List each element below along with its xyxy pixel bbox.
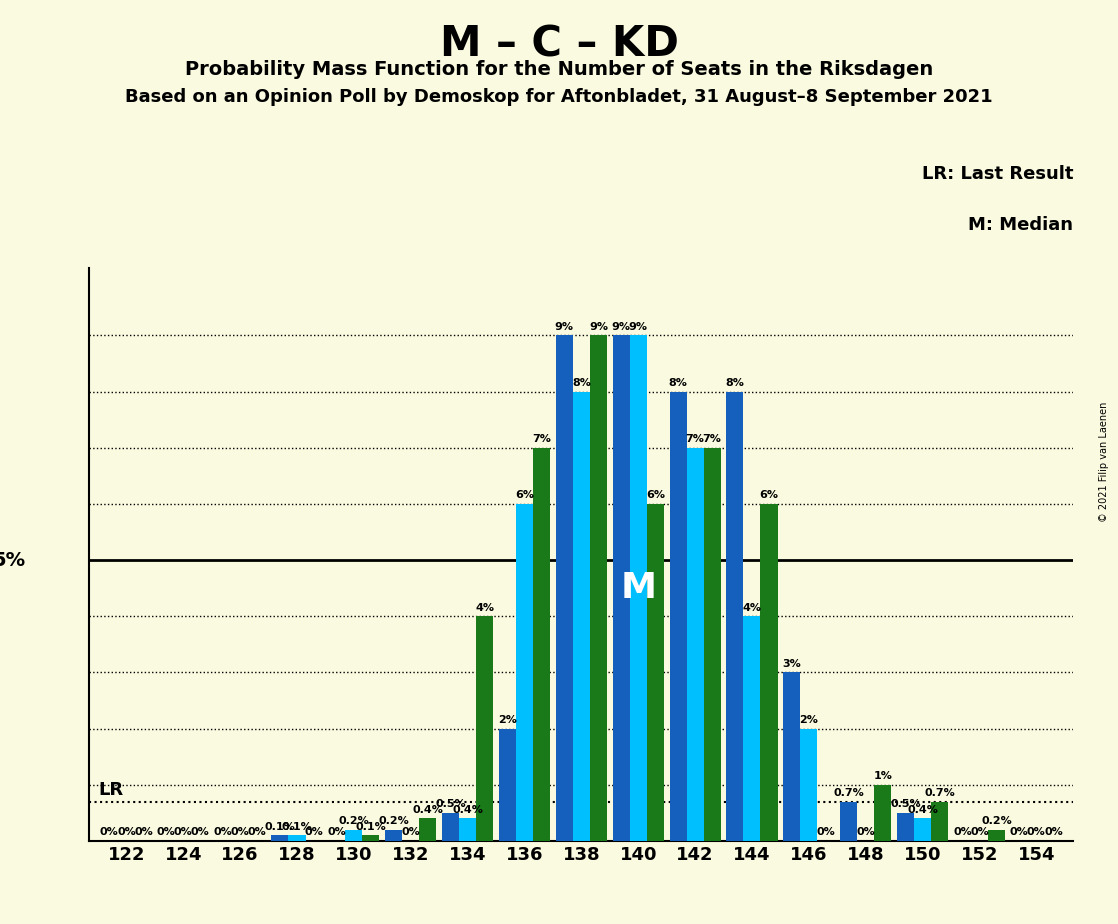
Text: Based on an Opinion Poll by Demoskop for Aftonbladet, 31 August–8 September 2021: Based on an Opinion Poll by Demoskop for… (125, 88, 993, 105)
Bar (533, 448, 550, 841)
Text: 0.5%: 0.5% (890, 799, 921, 809)
Text: 0%: 0% (248, 828, 266, 837)
Text: 0.1%: 0.1% (356, 821, 387, 832)
Text: 0.7%: 0.7% (833, 788, 864, 798)
Text: M – C – KD: M – C – KD (439, 23, 679, 65)
Bar (988, 830, 1005, 841)
Bar (517, 504, 533, 841)
Bar (272, 835, 288, 841)
Text: 0.4%: 0.4% (452, 805, 483, 815)
Text: 0.4%: 0.4% (413, 805, 443, 815)
Text: 7%: 7% (685, 434, 704, 444)
Text: 0.4%: 0.4% (907, 805, 938, 815)
Bar (727, 392, 743, 841)
Text: 0.5%: 0.5% (435, 799, 466, 809)
Text: 0%: 0% (191, 828, 210, 837)
Text: 7%: 7% (532, 434, 551, 444)
Bar (556, 335, 572, 841)
Bar (345, 830, 362, 841)
Text: 0%: 0% (1010, 828, 1029, 837)
Text: 0.2%: 0.2% (339, 816, 369, 826)
Text: M: Median: M: Median (968, 216, 1073, 235)
Text: Probability Mass Function for the Number of Seats in the Riksdagen: Probability Mass Function for the Number… (184, 60, 934, 79)
Bar (419, 819, 436, 841)
Bar (386, 830, 402, 841)
Bar (362, 835, 379, 841)
Text: 1%: 1% (873, 772, 892, 782)
Text: 0%: 0% (328, 828, 347, 837)
Text: 4%: 4% (475, 602, 494, 613)
Text: 8%: 8% (572, 378, 590, 388)
Text: 7%: 7% (703, 434, 721, 444)
Bar (897, 813, 915, 841)
Text: 0%: 0% (230, 828, 249, 837)
Text: © 2021 Filip van Laenen: © 2021 Filip van Laenen (1099, 402, 1109, 522)
Text: M: M (620, 571, 656, 605)
Text: 6%: 6% (646, 491, 665, 501)
Text: 9%: 9% (612, 322, 631, 332)
Text: 0%: 0% (100, 828, 119, 837)
Text: 0%: 0% (134, 828, 153, 837)
Bar (915, 819, 931, 841)
Text: 0%: 0% (1044, 828, 1063, 837)
Bar (743, 616, 760, 841)
Text: 0.2%: 0.2% (378, 816, 409, 826)
Bar (476, 616, 493, 841)
Text: 0%: 0% (305, 828, 323, 837)
Bar (874, 784, 891, 841)
Text: 5%: 5% (0, 551, 26, 569)
Text: 6%: 6% (759, 491, 778, 501)
Text: 3%: 3% (783, 659, 802, 669)
Bar (613, 335, 629, 841)
Bar (686, 448, 703, 841)
Text: 8%: 8% (669, 378, 688, 388)
Text: 0%: 0% (117, 828, 135, 837)
Text: 0%: 0% (970, 828, 988, 837)
Text: 0%: 0% (856, 828, 875, 837)
Text: 0%: 0% (816, 828, 835, 837)
Bar (670, 392, 686, 841)
Text: 0%: 0% (1027, 828, 1045, 837)
Bar (629, 335, 646, 841)
Text: 0%: 0% (157, 828, 176, 837)
Bar (840, 801, 858, 841)
Text: 9%: 9% (555, 322, 574, 332)
Text: 0%: 0% (174, 828, 192, 837)
Bar (459, 819, 476, 841)
Bar (572, 392, 590, 841)
Bar (499, 728, 517, 841)
Text: 8%: 8% (726, 378, 745, 388)
Text: 2%: 2% (498, 715, 517, 725)
Text: 2%: 2% (799, 715, 818, 725)
Text: 6%: 6% (515, 491, 534, 501)
Bar (760, 504, 777, 841)
Bar (590, 335, 607, 841)
Text: 9%: 9% (628, 322, 647, 332)
Text: 0.1%: 0.1% (265, 821, 295, 832)
Bar (288, 835, 305, 841)
Text: 0.2%: 0.2% (982, 816, 1012, 826)
Bar (442, 813, 459, 841)
Text: 0.1%: 0.1% (282, 821, 312, 832)
Bar (931, 801, 948, 841)
Text: 0%: 0% (401, 828, 420, 837)
Text: 0%: 0% (214, 828, 233, 837)
Text: 0.7%: 0.7% (925, 788, 955, 798)
Bar (703, 448, 721, 841)
Text: LR: Last Result: LR: Last Result (921, 164, 1073, 183)
Bar (646, 504, 664, 841)
Bar (800, 728, 817, 841)
Text: 0%: 0% (953, 828, 972, 837)
Text: 4%: 4% (742, 602, 761, 613)
Bar (784, 673, 800, 841)
Text: LR: LR (98, 781, 123, 798)
Text: 9%: 9% (589, 322, 608, 332)
